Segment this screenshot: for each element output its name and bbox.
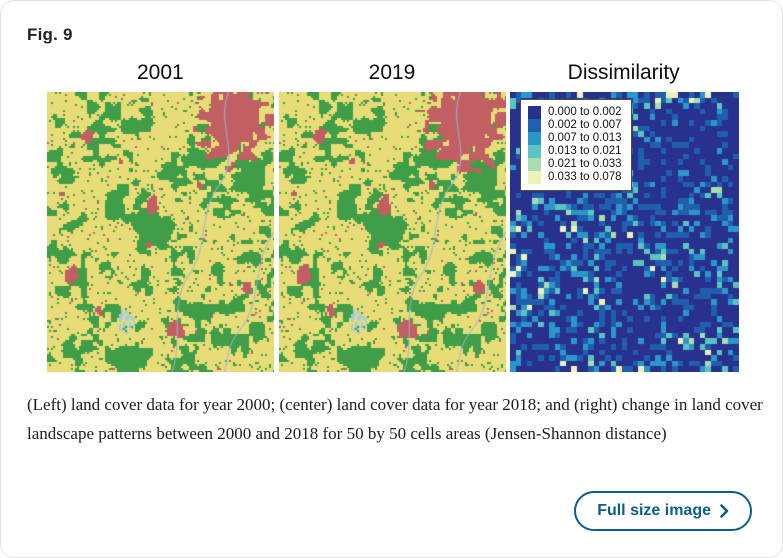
figure-image: 2001 2019 Dissimilarity 0.000 to 0.002 0.… xyxy=(47,59,739,372)
land-cover-map-2001 xyxy=(47,92,274,372)
legend-label: 0.021 to 0.033 xyxy=(547,158,622,170)
legend-label: 0.002 to 0.007 xyxy=(547,119,622,131)
legend-row: 0.007 to 0.013 xyxy=(527,132,622,145)
figure-label: Fig. 9 xyxy=(27,25,73,44)
legend-row: 0.033 to 0.078 xyxy=(527,171,622,184)
legend-row: 0.021 to 0.033 xyxy=(527,158,622,171)
legend-row: 0.002 to 0.007 xyxy=(527,119,622,132)
figure-actions: Full size image xyxy=(574,491,752,531)
legend-row: 0.013 to 0.021 xyxy=(527,145,622,158)
full-size-image-label: Full size image xyxy=(597,502,711,519)
legend-label: 0.007 to 0.013 xyxy=(547,132,622,144)
panel-titles-row: 2001 2019 Dissimilarity xyxy=(47,59,738,87)
legend-label: 0.033 to 0.078 xyxy=(547,171,622,183)
legend-swatch xyxy=(527,106,541,119)
legend-swatch xyxy=(527,158,541,171)
dissimilarity-panel: 0.000 to 0.002 0.002 to 0.007 0.007 to 0.0… xyxy=(509,92,739,372)
full-size-image-button[interactable]: Full size image xyxy=(574,491,752,531)
panel-title-2001: 2001 xyxy=(136,61,184,84)
legend-swatch xyxy=(527,145,541,158)
legend-swatch xyxy=(527,171,541,184)
legend-label: 0.000 to 0.002 xyxy=(547,106,622,118)
land-cover-map-2019 xyxy=(278,92,506,372)
legend-label: 0.013 to 0.021 xyxy=(547,145,622,157)
panel-title-dissimilarity: Dissimilarity xyxy=(567,61,680,84)
figure-caption: (Left) land cover data for year 2000; (c… xyxy=(27,395,763,444)
chevron-right-icon xyxy=(720,504,729,518)
dissimilarity-legend: 0.000 to 0.002 0.002 to 0.007 0.007 to 0.0… xyxy=(519,99,632,191)
legend-row: 0.000 to 0.002 xyxy=(527,106,622,119)
legend-swatch xyxy=(527,132,541,145)
panel-title-2019: 2019 xyxy=(368,61,416,84)
legend-swatch xyxy=(527,119,541,132)
maps-row: 0.000 to 0.002 0.002 to 0.007 0.007 to 0.0… xyxy=(47,92,739,372)
